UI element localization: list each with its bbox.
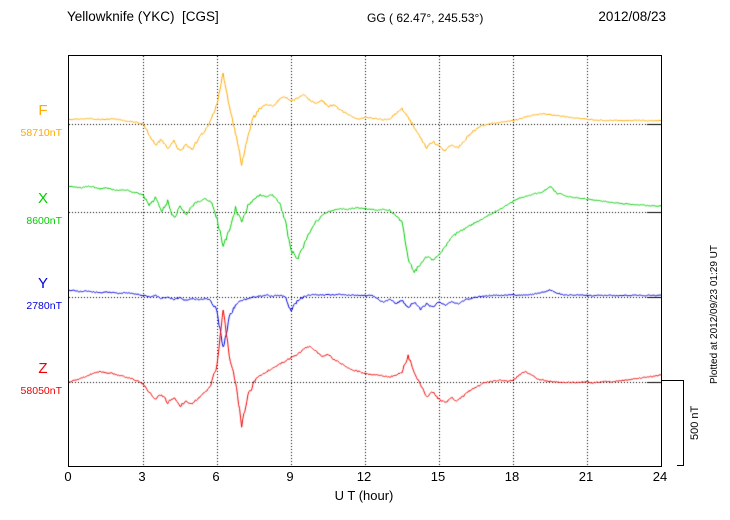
plot-date: 2012/08/23 <box>598 9 666 24</box>
trace-label-F: F <box>38 102 48 119</box>
scale-bar-top-tick <box>661 380 684 381</box>
x-tick-9: 9 <box>286 469 294 484</box>
trace-baseline-Z: 58050nT <box>20 385 62 397</box>
trace-label-Z: Z <box>38 360 48 377</box>
x-tick-0: 0 <box>64 469 72 484</box>
plot-frame <box>68 55 662 467</box>
gg-coordinates: GG ( 62.47°, 245.53°) <box>367 11 484 25</box>
x-axis-label: U T (hour) <box>334 488 394 503</box>
trace-label-X: X <box>37 190 48 207</box>
plotted-at-note: Plotted at 2012/09/23 01:29 UT <box>709 245 720 385</box>
scale-bar-line <box>683 380 684 466</box>
x-tick-3: 3 <box>138 469 146 484</box>
trace-baseline-X: 8600nT <box>26 215 62 227</box>
scale-bar-bottom-tick <box>677 465 684 466</box>
trace-baseline-Y: 2780nT <box>26 300 62 312</box>
station-title: Yellowknife (YKC) [CGS] <box>67 9 219 24</box>
trace-label-Y: Y <box>37 275 48 292</box>
scale-bar-label: 500 nT <box>689 405 701 441</box>
x-tick-12: 12 <box>356 469 372 484</box>
x-tick-15: 15 <box>430 469 446 484</box>
trace-baseline-F: 58710nT <box>20 127 62 139</box>
x-tick-21: 21 <box>578 469 594 484</box>
x-tick-24: 24 <box>652 469 668 484</box>
x-tick-18: 18 <box>504 469 520 484</box>
x-tick-6: 6 <box>212 469 220 484</box>
magnetogram-canvas <box>69 56 661 466</box>
